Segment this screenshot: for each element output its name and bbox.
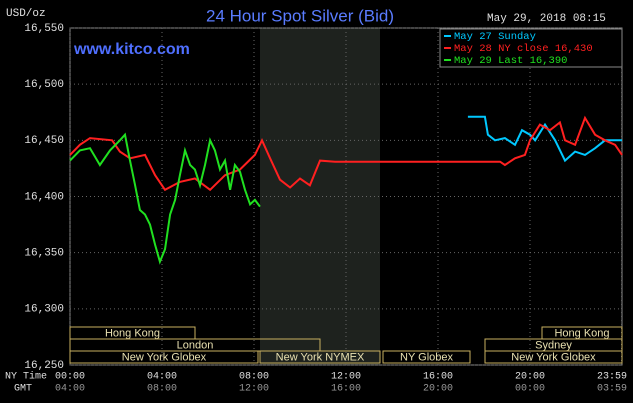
session-label: NY Globex — [400, 351, 453, 363]
series-line — [69, 115, 623, 192]
legend-label: May 29 Last 16,390 — [454, 55, 567, 67]
y-tick-label: 16,300 — [24, 304, 64, 316]
x-tick-label: 08:00 — [239, 372, 269, 383]
session-box — [69, 350, 259, 364]
series-line — [69, 132, 261, 265]
gmt-tick-label: 00:00 — [515, 384, 545, 395]
y-tick-label: 16,400 — [24, 191, 64, 203]
legend-box — [439, 28, 623, 68]
legend-label: May 28 NY close 16,430 — [454, 43, 593, 55]
series-line — [467, 115, 622, 163]
nymex-shade — [260, 28, 380, 365]
gmt-tick-label: 08:00 — [147, 384, 177, 395]
x-tick-label: 12:00 — [331, 372, 361, 383]
chart-title: 24 Hour Spot Silver (Bid) — [206, 6, 394, 25]
session-label: Hong Kong — [554, 327, 609, 339]
source: www.kitco.com — [73, 41, 190, 58]
x-tick-label: 16:00 — [423, 372, 453, 383]
session-box — [484, 350, 623, 364]
y-tick-label: 16,250 — [24, 360, 64, 372]
x-row-label: GMT — [14, 384, 32, 395]
session-label: New York NYMEX — [276, 351, 365, 363]
gmt-tick-label: 04:00 — [55, 384, 85, 395]
x-tick-label: 04:00 — [147, 372, 177, 383]
session-label: Sydney — [535, 339, 572, 351]
session-label: Hong Kong — [105, 327, 160, 339]
x-row-label: NY Time — [5, 371, 47, 383]
y-tick-label: 16,550 — [24, 23, 64, 35]
y-tick-label: 16,350 — [24, 248, 64, 260]
legend-label: May 27 Sunday — [454, 31, 536, 43]
x-tick-label: 00:00 — [55, 372, 85, 383]
gmt-tick-label: 03:59 — [597, 384, 627, 395]
y-unit: USD/oz — [6, 8, 46, 20]
session-box — [259, 350, 381, 364]
gmt-tick-label: 20:00 — [423, 384, 453, 395]
x-tick-label: 20:00 — [515, 372, 545, 383]
session-label: New York Globex — [511, 351, 596, 363]
y-tick-label: 16,450 — [24, 135, 64, 147]
gmt-tick-label: 16:00 — [331, 384, 361, 395]
y-tick-label: 16,500 — [24, 79, 64, 91]
session-label: New York Globex — [122, 351, 207, 363]
gmt-tick-label: 12:00 — [239, 384, 269, 395]
session-box — [382, 350, 471, 364]
timestamp: May 29, 2018 08:15 — [487, 13, 606, 25]
session-label: London — [177, 339, 214, 351]
x-tick-label: 23:59 — [597, 372, 627, 383]
